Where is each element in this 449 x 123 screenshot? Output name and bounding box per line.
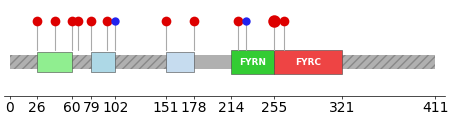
- Point: [103, 20, 110, 22]
- Bar: [342, 55, 435, 69]
- Bar: [36, 52, 72, 72]
- Bar: [10, 55, 36, 69]
- Point: [163, 20, 170, 22]
- Bar: [10, 55, 435, 69]
- Point: [52, 20, 59, 22]
- Bar: [92, 52, 115, 72]
- Bar: [115, 55, 166, 69]
- Point: [88, 20, 95, 22]
- Point: [33, 20, 40, 22]
- Bar: [231, 50, 274, 74]
- Text: FYRC: FYRC: [295, 58, 321, 67]
- Bar: [166, 52, 194, 72]
- Point: [235, 20, 242, 22]
- Text: FYRN: FYRN: [239, 58, 266, 67]
- Point: [281, 20, 288, 22]
- Bar: [72, 55, 92, 69]
- Point: [112, 20, 119, 22]
- Point: [270, 20, 277, 22]
- Point: [190, 20, 198, 22]
- Point: [242, 20, 249, 22]
- Point: [68, 20, 75, 22]
- Point: [75, 20, 82, 22]
- Bar: [274, 50, 342, 74]
